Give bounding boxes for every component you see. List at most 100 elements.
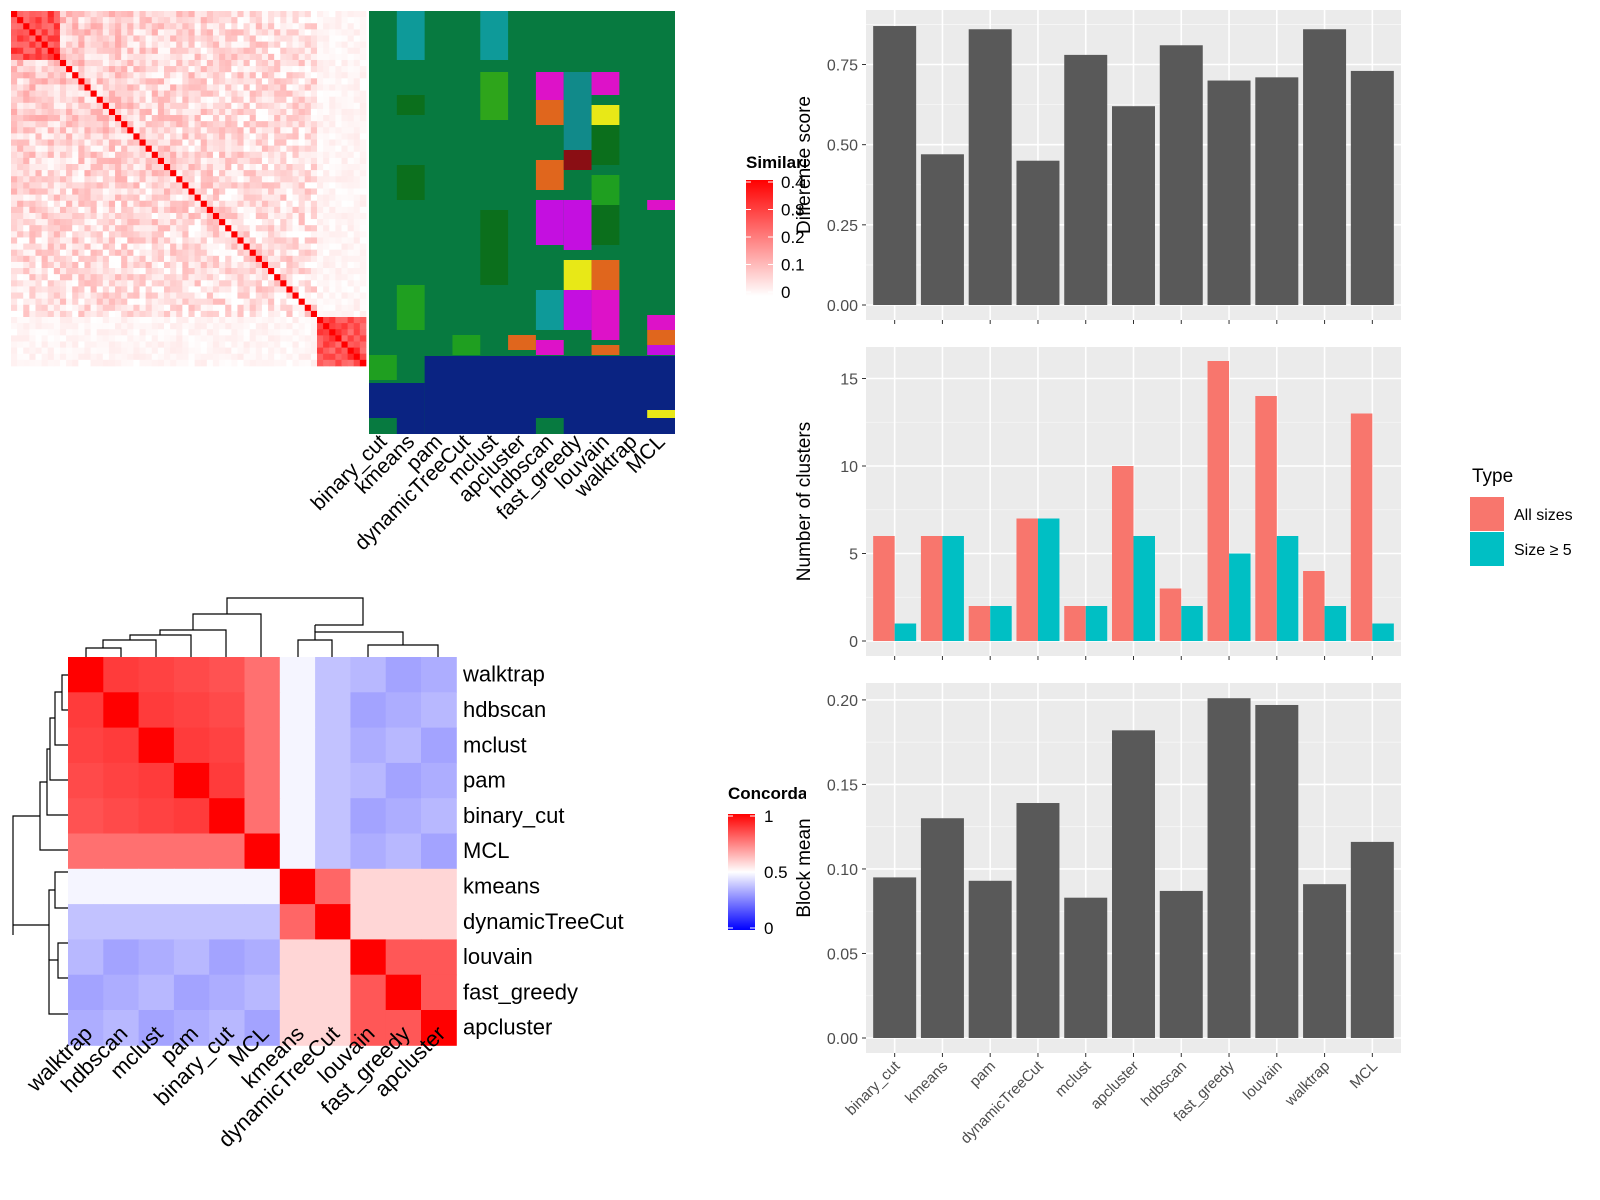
similarity-cell bbox=[329, 145, 336, 153]
similarity-cell bbox=[59, 127, 67, 134]
similarity-cell bbox=[96, 164, 104, 171]
similarity-cell bbox=[255, 243, 263, 251]
similarity-cell bbox=[78, 206, 85, 214]
similarity-cell bbox=[35, 170, 42, 177]
similarity-cell bbox=[139, 359, 147, 367]
similarity-cell bbox=[90, 280, 98, 287]
similarity-cell bbox=[133, 212, 140, 220]
similarity-cell bbox=[231, 335, 238, 342]
similarity-cell bbox=[317, 237, 324, 244]
similarity-cell bbox=[225, 249, 232, 257]
similarity-cell bbox=[108, 139, 116, 147]
similarity-cell bbox=[108, 310, 116, 318]
similarity-cell bbox=[72, 359, 79, 367]
concordance-cell bbox=[385, 762, 422, 799]
concordance-cell bbox=[350, 727, 387, 764]
similarity-cell bbox=[127, 225, 134, 232]
similarity-cell bbox=[304, 157, 312, 165]
similarity-cell bbox=[59, 347, 67, 355]
similarity-cell bbox=[237, 261, 244, 269]
similarity-cell bbox=[310, 261, 318, 269]
similarity-cell bbox=[188, 212, 195, 220]
similarity-cell bbox=[206, 317, 214, 324]
similarity-cell bbox=[188, 280, 195, 287]
concordance-cell bbox=[138, 657, 175, 693]
similarity-cell bbox=[188, 353, 195, 361]
similarity-cell bbox=[53, 108, 61, 116]
similarity-cell bbox=[323, 164, 330, 171]
similarity-cell bbox=[90, 225, 98, 232]
similarity-cell bbox=[72, 255, 79, 263]
similarity-cell bbox=[53, 274, 61, 281]
cluster-track-segment bbox=[647, 410, 675, 418]
similarity-cell bbox=[255, 310, 263, 318]
similarity-cell bbox=[347, 298, 355, 306]
similarity-cell bbox=[157, 329, 165, 336]
similarity-cell bbox=[341, 231, 348, 238]
similarity-cell bbox=[194, 200, 202, 208]
similarity-cell bbox=[170, 188, 177, 195]
similarity-cell bbox=[249, 286, 257, 293]
similarity-cell bbox=[53, 304, 61, 312]
similarity-cell bbox=[194, 47, 202, 55]
similarity-cell bbox=[188, 261, 195, 269]
similarity-cell bbox=[157, 96, 165, 104]
similarity-cell bbox=[341, 280, 348, 287]
similarity-cell bbox=[151, 47, 159, 55]
similarity-cell bbox=[41, 206, 49, 214]
similarity-cell bbox=[84, 353, 91, 361]
similarity-cell bbox=[29, 274, 36, 281]
similarity-cell bbox=[304, 90, 312, 98]
similarity-cell bbox=[47, 359, 55, 367]
similarity-cell bbox=[292, 164, 300, 171]
similarity-cell bbox=[78, 310, 85, 318]
similarity-cell bbox=[274, 188, 281, 195]
similarity-cell bbox=[53, 329, 61, 336]
similarity-cell bbox=[194, 255, 202, 263]
cluster-track-segment bbox=[508, 335, 536, 350]
similarity-cell bbox=[90, 96, 98, 104]
similarity-cell bbox=[127, 323, 134, 330]
similarity-cell bbox=[341, 353, 348, 361]
similarity-cell bbox=[225, 176, 232, 183]
similarity-cell bbox=[78, 194, 85, 202]
concordance-cell bbox=[385, 974, 422, 1011]
similarity-cell bbox=[298, 35, 306, 42]
similarity-cell bbox=[200, 261, 208, 269]
similarity-cell bbox=[121, 151, 128, 159]
similarity-cell bbox=[41, 23, 49, 30]
similarity-cell bbox=[72, 212, 79, 220]
similarity-cell bbox=[317, 139, 324, 147]
similarity-cell bbox=[164, 47, 171, 55]
similarity-cell bbox=[268, 243, 275, 251]
similarity-cell bbox=[268, 102, 275, 110]
similarity-cell bbox=[23, 41, 30, 49]
similarity-cell bbox=[102, 121, 110, 128]
y-tick-label: 15 bbox=[840, 372, 858, 389]
similarity-cell bbox=[261, 53, 269, 61]
concordance-cell bbox=[244, 939, 281, 976]
similarity-cell bbox=[47, 341, 55, 348]
similarity-cell bbox=[194, 243, 202, 251]
similarity-cell bbox=[353, 11, 361, 18]
similarity-cell bbox=[115, 317, 122, 324]
similarity-cell bbox=[304, 84, 312, 91]
similarity-cell bbox=[127, 84, 134, 91]
similarity-cell bbox=[219, 335, 226, 342]
similarity-cell bbox=[29, 261, 36, 269]
similarity-cell bbox=[274, 96, 281, 104]
similarity-cell bbox=[170, 353, 177, 361]
concordance-cell bbox=[350, 974, 387, 1011]
similarity-cell bbox=[347, 353, 355, 361]
similarity-cell bbox=[78, 170, 85, 177]
similarity-cell bbox=[280, 102, 287, 110]
similarity-cell bbox=[347, 274, 355, 281]
similarity-cell bbox=[317, 243, 324, 251]
similarity-cell bbox=[200, 298, 208, 306]
similarity-cell bbox=[84, 310, 91, 318]
similarity-cell bbox=[212, 206, 220, 214]
similarity-cell bbox=[310, 225, 318, 232]
concordance-cell bbox=[103, 727, 140, 764]
similarity-cell bbox=[66, 341, 73, 348]
similarity-cell bbox=[96, 72, 104, 79]
